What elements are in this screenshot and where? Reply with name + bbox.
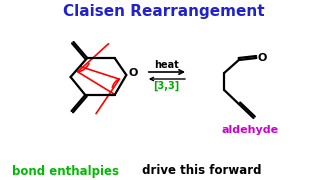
- FancyArrowPatch shape: [78, 44, 113, 94]
- Text: O: O: [258, 53, 267, 63]
- Text: [3,3]: [3,3]: [153, 81, 180, 91]
- FancyArrowPatch shape: [80, 66, 119, 114]
- Text: aldehyde: aldehyde: [221, 125, 278, 135]
- Text: Claisen Rearrangement: Claisen Rearrangement: [63, 3, 264, 19]
- Text: drive this forward: drive this forward: [138, 165, 261, 177]
- Text: heat: heat: [154, 60, 179, 70]
- Text: bond enthalpies: bond enthalpies: [12, 165, 119, 177]
- Text: O: O: [129, 68, 138, 78]
